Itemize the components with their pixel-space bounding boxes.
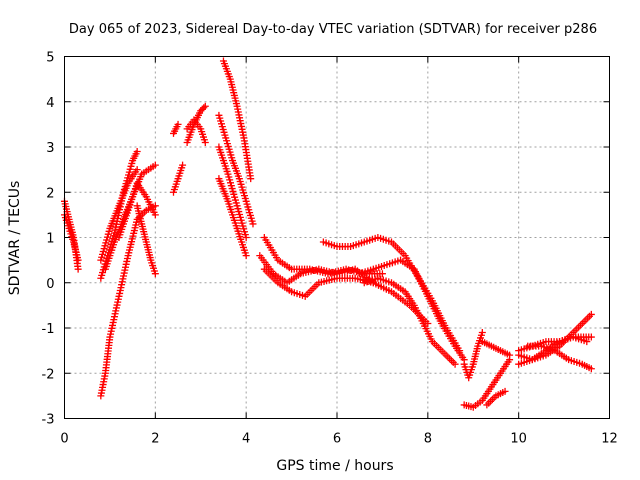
data-point	[587, 365, 595, 373]
x-tick-label: 2	[151, 432, 159, 447]
data-point	[197, 107, 205, 115]
plot-frame	[64, 56, 610, 419]
data-point	[151, 270, 159, 278]
y-tick-label: -2	[42, 367, 55, 382]
y-tick-label: -1	[42, 322, 55, 337]
x-axis-label: GPS time / hours	[276, 458, 393, 474]
data-point	[174, 120, 182, 128]
data-point	[249, 220, 257, 228]
grid	[64, 56, 610, 419]
y-tick-label: 5	[46, 51, 54, 66]
data-point	[478, 329, 486, 337]
x-tick-label: 4	[242, 432, 250, 447]
y-tick-label: 4	[46, 96, 54, 111]
data-point	[151, 161, 159, 169]
data-point	[179, 161, 187, 169]
data-point	[501, 387, 509, 395]
data-point	[74, 265, 82, 273]
data-point	[151, 202, 159, 210]
data-point	[242, 234, 250, 241]
data-point	[198, 105, 206, 113]
x-tick-label: 10	[510, 432, 527, 447]
data-point	[587, 333, 595, 341]
data-point	[378, 270, 386, 278]
y-axis-label: SDTVAR / TECUs	[7, 181, 23, 296]
data-point	[201, 138, 209, 146]
data-point	[200, 104, 208, 112]
data-point	[451, 360, 459, 368]
data-point	[133, 148, 141, 156]
data-point	[583, 338, 591, 346]
x-tick-label: 12	[601, 432, 618, 447]
x-tick-label: 6	[333, 432, 341, 447]
data-point	[201, 102, 209, 110]
data-point	[506, 351, 514, 359]
data-point	[247, 175, 255, 183]
chart-title: Day 065 of 2023, Sidereal Day-to-day VTE…	[69, 22, 597, 37]
data-point	[587, 310, 595, 318]
y-tick-label: 3	[46, 141, 54, 156]
data-point	[151, 211, 159, 219]
y-tick-label: 2	[46, 186, 54, 201]
x-tick-label: 0	[60, 432, 68, 447]
data-point	[74, 256, 82, 264]
x-tick-label: 8	[424, 432, 432, 447]
data-point	[242, 252, 250, 260]
data-points	[61, 57, 595, 411]
y-tick-label: 1	[46, 232, 54, 247]
y-tick-label: 0	[46, 277, 54, 292]
data-point	[133, 166, 141, 174]
y-tick-label: -3	[42, 413, 55, 428]
